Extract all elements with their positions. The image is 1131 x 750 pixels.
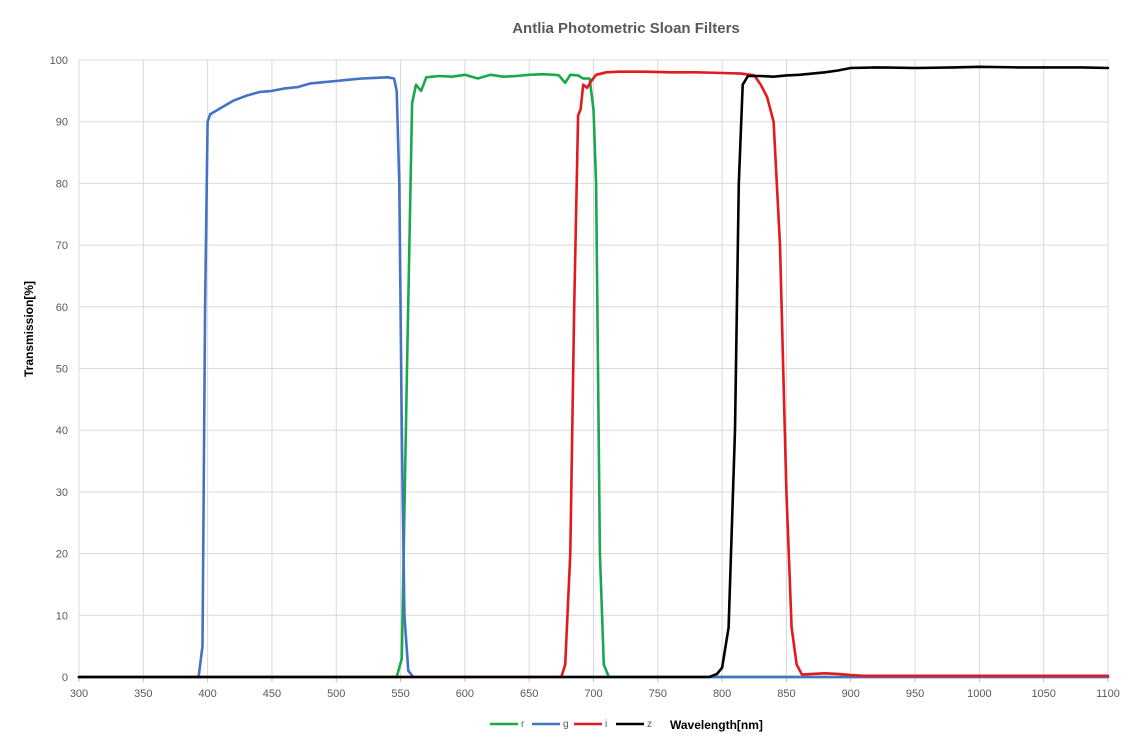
y-tick-label: 80 (56, 178, 68, 190)
y-tick-label: 30 (56, 487, 68, 499)
x-tick-label: 700 (584, 688, 602, 700)
series-line-g (77, 76, 1110, 679)
x-tick-label: 650 (520, 688, 538, 700)
y-tick-label: 20 (56, 549, 68, 561)
series-line-z (77, 65, 1110, 679)
x-tick-label: 450 (263, 688, 281, 700)
y-tick-label: 60 (56, 302, 68, 314)
gridlines (78, 59, 1109, 682)
legend-label-z: z (647, 719, 652, 730)
legend-label-i: i (605, 719, 607, 730)
x-tick-label: 400 (198, 688, 216, 700)
series-line-i (77, 70, 1110, 679)
y-tick-label: 40 (56, 425, 68, 437)
x-tick-label: 950 (906, 688, 924, 700)
x-tick-label: 500 (327, 688, 345, 700)
y-tick-label: 0 (62, 672, 68, 684)
x-axis-label: Wavelength[nm] (670, 718, 763, 732)
x-tick-label: 600 (456, 688, 474, 700)
y-tick-label: 50 (56, 364, 68, 376)
x-tick-label: 800 (713, 688, 731, 700)
x-tick-label: 1050 (1031, 688, 1055, 700)
x-axis-ticks: 300 350 400 450 500 550 600 650 700 750 800 850 900 9… (70, 688, 1120, 700)
y-tick-label: 90 (56, 117, 68, 129)
x-tick-label: 850 (777, 688, 795, 700)
chart-title: Antlia Photometric Sloan Filters (512, 20, 740, 37)
series-line-r (77, 72, 1110, 679)
x-tick-label: 750 (649, 688, 667, 700)
x-tick-label: 300 (70, 688, 88, 700)
y-axis-label: Transmission[%] (22, 281, 36, 377)
y-tick-label: 70 (56, 240, 68, 252)
plot-area (77, 65, 1110, 679)
x-tick-label: 900 (842, 688, 860, 700)
x-tick-label: 1000 (967, 688, 991, 700)
legend-label-g: g (563, 719, 569, 730)
y-tick-label: 10 (56, 610, 68, 622)
legend-label-r: r (521, 719, 525, 730)
y-tick-label: 100 (50, 55, 68, 67)
x-tick-label: 550 (391, 688, 409, 700)
y-axis-ticks: 0 10 20 30 40 50 60 70 80 90 100 (50, 55, 68, 684)
x-tick-label: 350 (134, 688, 152, 700)
x-tick-label: 1100 (1096, 688, 1120, 700)
